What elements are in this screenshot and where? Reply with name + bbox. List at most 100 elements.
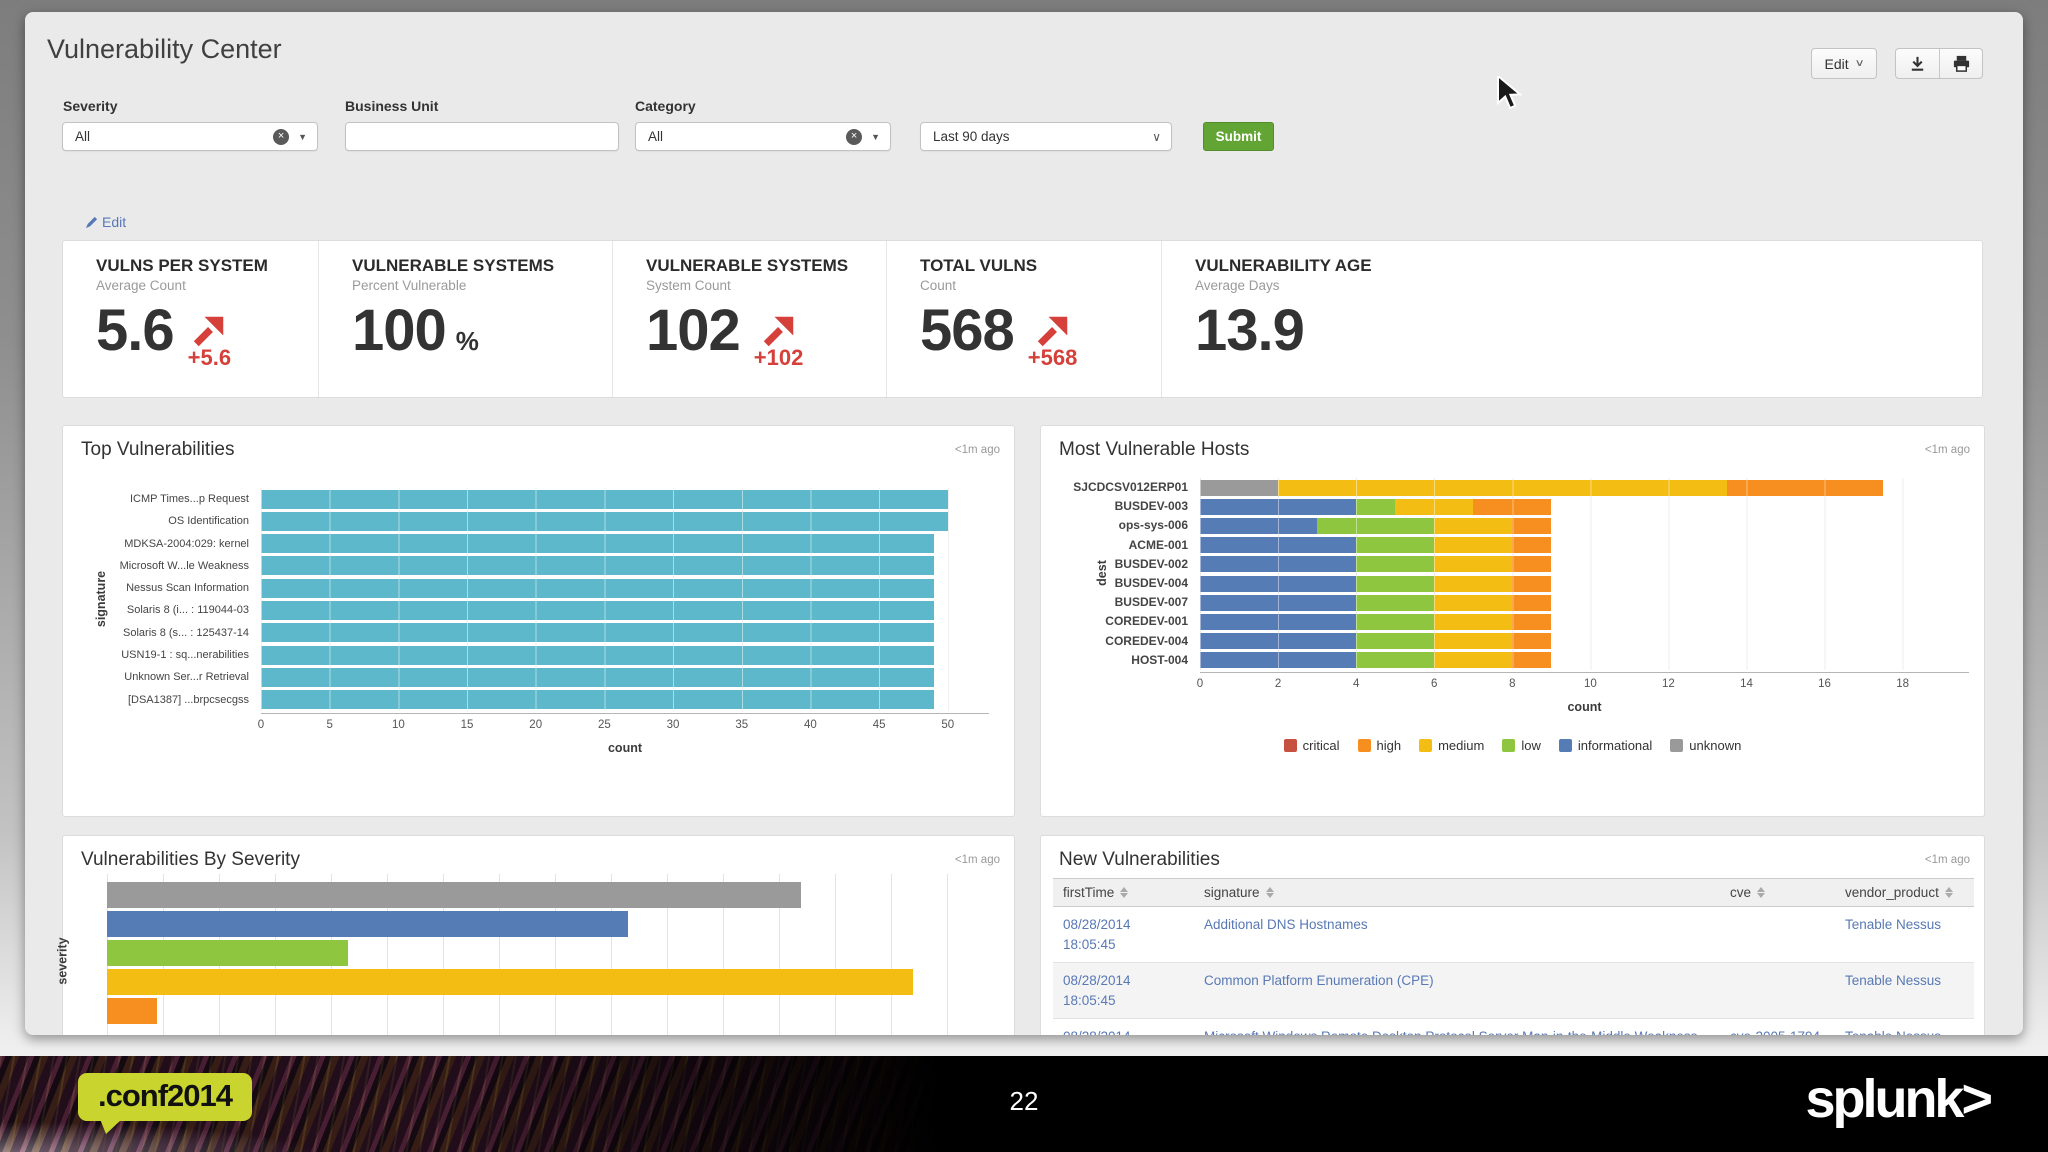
severity-segment-medium[interactable]: [1278, 479, 1727, 496]
download-button[interactable]: [1896, 49, 1939, 78]
vulnerability-bar[interactable]: [261, 623, 935, 643]
severity-segment-high[interactable]: [1726, 479, 1884, 496]
severity-segment-high[interactable]: [1512, 517, 1552, 534]
category-labels: ICMP Times...p Request OS Identification M…: [63, 488, 257, 711]
severity-segment-medium[interactable]: [1434, 594, 1513, 611]
severity-bar-unknown[interactable]: [107, 882, 802, 908]
vulnerability-bar[interactable]: [261, 645, 935, 665]
cell-signature[interactable]: Additional DNS Hostnames: [1204, 917, 1368, 932]
category-dropdown[interactable]: All × ▼: [635, 122, 891, 151]
panel-title: Vulnerabilities By Severity: [81, 849, 300, 870]
host-label: ops-sys-006: [1118, 518, 1188, 533]
vulnerability-bar[interactable]: [261, 511, 948, 531]
cell-vendor_product[interactable]: Tenable Nessus: [1845, 973, 1942, 989]
severity-segment-informational[interactable]: [1200, 556, 1357, 573]
clear-icon[interactable]: ×: [273, 128, 290, 145]
vulnerability-bar[interactable]: [261, 601, 935, 620]
vulnerability-bar[interactable]: [261, 489, 948, 509]
legend-label: critical: [1302, 738, 1340, 753]
legend-label: medium: [1438, 738, 1485, 753]
severity-segment-medium[interactable]: [1395, 498, 1474, 515]
vulnerability-bar[interactable]: [261, 556, 935, 576]
severity-segment-low[interactable]: [1356, 594, 1435, 611]
severity-segment-low[interactable]: [1356, 537, 1435, 554]
time-range-picker[interactable]: Last 90 days ∨: [920, 122, 1172, 151]
kpi-title: VULNERABLE SYSTEMS: [352, 256, 555, 275]
time-range-value: Last 90 days: [933, 129, 1010, 144]
kpi-value-row: 13.9: [1195, 302, 1372, 360]
severity-segment-informational[interactable]: [1200, 652, 1357, 669]
cell-cve[interactable]: cve-2005-1794: [1720, 1019, 1835, 1035]
severity-segment-medium[interactable]: [1434, 537, 1513, 554]
cell-firstTime[interactable]: 08/28/2014 18:05:45: [1053, 1019, 1194, 1035]
severity-bar-informational[interactable]: [107, 911, 628, 937]
severity-segment-informational[interactable]: [1200, 517, 1318, 534]
kpi-value: 568: [920, 298, 1015, 363]
cell-signature[interactable]: Common Platform Enumeration (CPE): [1204, 973, 1434, 989]
severity-segment-high[interactable]: [1512, 575, 1552, 592]
sort-icon[interactable]: [1120, 887, 1129, 898]
severity-segment-informational[interactable]: [1200, 594, 1357, 611]
vulnerability-bar[interactable]: [261, 667, 935, 687]
severity-segment-low[interactable]: [1356, 556, 1435, 573]
kpi-value: 5.6: [96, 298, 175, 363]
clear-icon[interactable]: ×: [846, 128, 863, 145]
print-button[interactable]: [1939, 49, 1982, 78]
severity-bar-medium[interactable]: [107, 969, 914, 995]
severity-segment-low[interactable]: [1356, 633, 1435, 650]
severity-segment-medium[interactable]: [1434, 652, 1513, 669]
severity-segment-low[interactable]: [1317, 517, 1435, 534]
severity-segment-high[interactable]: [1512, 556, 1552, 573]
severity-dropdown[interactable]: All × ▼: [62, 122, 318, 151]
severity-segment-informational[interactable]: [1200, 613, 1357, 630]
severity-segment-informational[interactable]: [1200, 633, 1357, 650]
severity-bar-high[interactable]: [107, 998, 158, 1024]
severity-segment-high[interactable]: [1512, 652, 1552, 669]
cell-vendor_product[interactable]: Tenable Nessus: [1845, 917, 1942, 932]
severity-segment-medium[interactable]: [1434, 633, 1513, 650]
column-header-signature[interactable]: signature: [1194, 879, 1720, 906]
vulnerability-bar[interactable]: [261, 578, 935, 598]
cell-firstTime[interactable]: 08/28/2014 18:05:45: [1063, 973, 1131, 1008]
severity-segment-low[interactable]: [1356, 575, 1435, 592]
severity-segment-medium[interactable]: [1434, 613, 1513, 630]
chevron-down-icon: ∨: [1854, 58, 1865, 69]
cell-signature[interactable]: Microsoft Windows Remote Desktop Protoco…: [1194, 1019, 1720, 1035]
column-header-firstTime[interactable]: firstTime: [1053, 879, 1194, 906]
business-unit-input[interactable]: [345, 122, 619, 151]
severity-segment-medium[interactable]: [1434, 556, 1513, 573]
severity-segment-informational[interactable]: [1200, 537, 1357, 554]
severity-segment-high[interactable]: [1512, 594, 1552, 611]
severity-segment-low[interactable]: [1356, 498, 1396, 515]
severity-segment-high[interactable]: [1512, 633, 1552, 650]
sort-icon[interactable]: [1944, 887, 1953, 898]
edit-menu-button[interactable]: Edit ∨: [1810, 48, 1877, 79]
cell-vendor_product[interactable]: Tenable Nessus: [1835, 1019, 1974, 1035]
severity-segment-informational[interactable]: [1200, 498, 1357, 515]
sort-icon[interactable]: [1757, 887, 1766, 898]
cell-cve: [1720, 907, 1835, 962]
sort-icon[interactable]: [1265, 887, 1274, 898]
legend-label: low: [1521, 738, 1541, 753]
column-header-cve[interactable]: cve: [1720, 879, 1835, 906]
vulnerability-bar[interactable]: [261, 534, 935, 554]
severity-segment-medium[interactable]: [1434, 575, 1513, 592]
severity-bar-low[interactable]: [107, 940, 348, 966]
cell-firstTime[interactable]: 08/28/2014 18:05:45: [1063, 917, 1131, 952]
severity-segment-informational[interactable]: [1200, 575, 1357, 592]
category-label: Microsoft W...le Weakness: [119, 559, 249, 572]
severity-segment-medium[interactable]: [1434, 517, 1513, 534]
vulnerability-bar[interactable]: [261, 690, 935, 710]
kpi-vulns-per-system: VULNS PER SYSTEM Average Count 5.6 +5.6: [63, 241, 318, 397]
severity-segment-unknown[interactable]: [1200, 479, 1279, 496]
severity-segment-low[interactable]: [1356, 613, 1435, 630]
edit-dashboard-link[interactable]: Edit: [85, 214, 126, 230]
severity-segment-high[interactable]: [1473, 498, 1552, 515]
severity-segment-high[interactable]: [1512, 613, 1552, 630]
severity-segment-low[interactable]: [1356, 652, 1435, 669]
x-axis-tick-label: 18: [1896, 678, 1910, 690]
column-header-vendor_product[interactable]: vendor_product: [1835, 879, 1974, 906]
severity-segment-high[interactable]: [1512, 537, 1552, 554]
submit-button[interactable]: Submit: [1203, 122, 1274, 151]
